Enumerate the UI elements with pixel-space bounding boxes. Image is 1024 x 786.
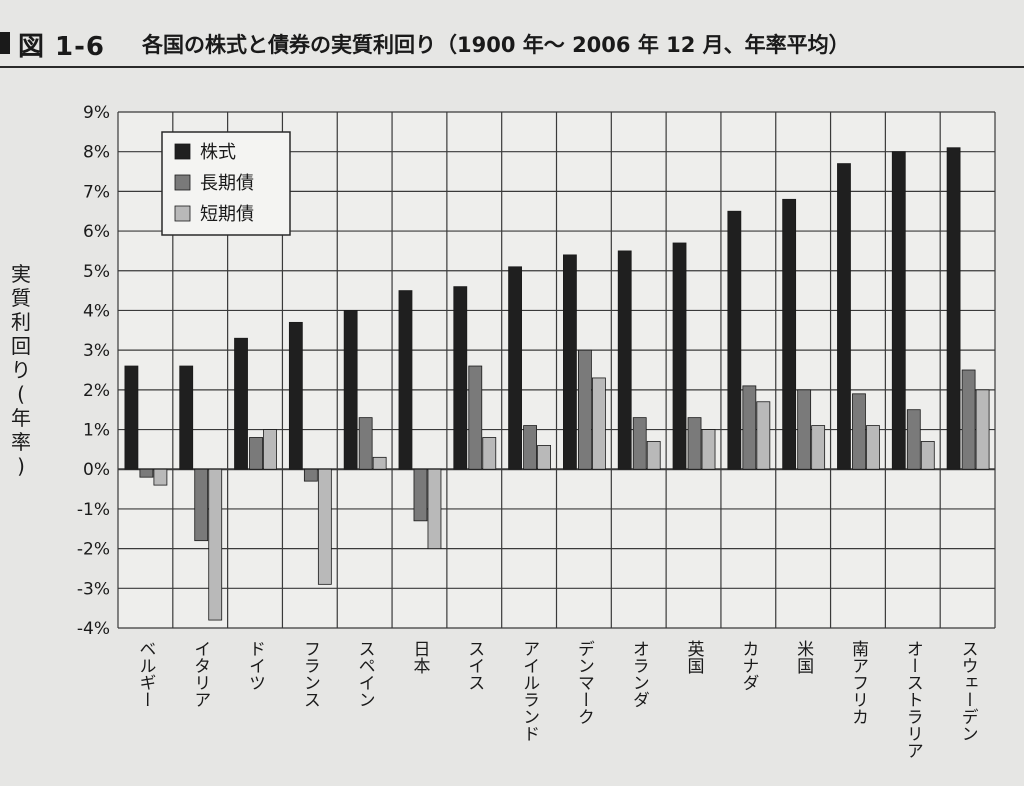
x-tick-label: イタリア — [190, 640, 210, 708]
bar-株式-デンマーク — [563, 254, 577, 470]
bar-長期債-南アフリカ — [852, 393, 866, 470]
bar-長期債-ドイツ — [249, 437, 263, 470]
x-tick-label: 日本 — [409, 640, 430, 674]
x-tick-label: フランス — [300, 640, 320, 708]
figure-header: 図 1-6 各国の株式と債券の実質利回り（1900 年～ 2006 年 12 月… — [0, 0, 1024, 68]
bar-短期債-アイルランド — [537, 445, 551, 470]
bar-長期債-オーストラリア — [906, 409, 921, 470]
bar-長期債-カナダ — [742, 385, 757, 470]
x-tick-label: スイス — [464, 640, 484, 691]
figure-marker — [0, 32, 10, 54]
y-tick-label: -1% — [77, 500, 110, 520]
bar-長期債-英国 — [687, 417, 702, 470]
bar-短期債-ベルギー — [153, 468, 168, 486]
y-tick-label: 5% — [83, 262, 110, 282]
x-tick-label: アイルランド — [519, 640, 539, 742]
bar-株式-スイス — [453, 286, 468, 470]
x-tick-label: スペイン — [355, 640, 375, 708]
bar-株式-ドイツ — [234, 337, 248, 470]
bar-長期債-アイルランド — [523, 425, 537, 470]
y-tick-label: 3% — [83, 341, 110, 361]
bar-短期債-スイス — [482, 437, 497, 470]
legend-label: 株式 — [200, 142, 236, 163]
title-rule — [0, 66, 1024, 68]
x-tick-label: カナダ — [738, 640, 758, 691]
x-tick-label: スウェーデン — [958, 640, 978, 742]
bar-短期債-オランダ — [646, 441, 661, 470]
y-tick-label: 8% — [83, 143, 110, 163]
y-tick-label: 9% — [83, 103, 110, 123]
bar-長期債-デンマーク — [578, 349, 592, 470]
bar-短期債-デンマーク — [592, 377, 606, 470]
bar-株式-アイルランド — [508, 266, 522, 470]
bar-短期債-米国 — [811, 425, 826, 470]
bar-株式-ベルギー — [124, 365, 139, 470]
bar-短期債-スペイン — [372, 456, 387, 470]
y-tick-label: -4% — [77, 619, 110, 639]
legend-swatch-株式 — [174, 143, 191, 160]
y-axis-title: 実質利回り(年率) — [11, 262, 31, 478]
bar-長期債-スウェーデン — [961, 369, 976, 470]
figure-title: 各国の株式と債券の実質利回り（1900 年～ 2006 年 12 月、年率平均） — [142, 33, 850, 57]
y-tick-label: -2% — [77, 540, 110, 560]
y-tick-label: 4% — [83, 301, 110, 321]
bar-短期債-ドイツ — [263, 429, 277, 470]
x-tick-label: ドイツ — [245, 640, 265, 691]
bar-長期債-日本 — [413, 468, 428, 522]
bar-株式-米国 — [782, 198, 797, 470]
bar-短期債-南アフリカ — [866, 425, 880, 470]
bar-株式-フランス — [288, 321, 303, 470]
x-tick-label: 英国 — [684, 640, 705, 674]
y-tick-label: -3% — [77, 579, 110, 599]
bar-短期債-フランス — [317, 468, 332, 585]
bar-短期債-カナダ — [756, 401, 771, 470]
figure-label: 図 1-6 — [18, 32, 106, 62]
bar-長期債-スイス — [468, 365, 483, 470]
bar-長期債-フランス — [303, 468, 318, 482]
y-tick-label: 2% — [83, 381, 110, 401]
bar-株式-イタリア — [179, 365, 194, 470]
y-tick-label: 1% — [83, 421, 110, 441]
bar-株式-カナダ — [727, 210, 742, 470]
x-tick-label: オーストラリア — [903, 640, 923, 759]
legend-swatch-長期債 — [174, 174, 191, 191]
y-tick-label: 7% — [83, 182, 110, 202]
bar-株式-南アフリカ — [837, 163, 851, 470]
bar-短期債-スウェーデン — [975, 389, 990, 470]
bar-株式-スウェーデン — [946, 147, 961, 470]
y-tick-label: 6% — [83, 222, 110, 242]
bar-株式-オランダ — [617, 250, 632, 470]
legend-label: 短期債 — [200, 204, 254, 225]
x-tick-label: ベルギー — [135, 640, 155, 708]
x-tick-label: 南アフリカ — [848, 640, 868, 725]
bar-長期債-オランダ — [632, 417, 647, 470]
x-tick-label: オランダ — [629, 640, 649, 708]
bar-株式-英国 — [672, 242, 687, 470]
legend-swatch-短期債 — [174, 205, 191, 222]
bar-株式-オーストラリア — [891, 151, 906, 470]
bar-株式-日本 — [398, 290, 413, 470]
bar-短期債-英国 — [701, 429, 716, 470]
y-tick-label: 0% — [83, 460, 110, 480]
legend-label: 長期債 — [200, 173, 254, 194]
bar-株式-スペイン — [343, 310, 358, 470]
bar-長期債-イタリア — [194, 468, 209, 542]
bar-短期債-日本 — [427, 468, 442, 550]
bar-長期債-米国 — [797, 389, 812, 470]
x-tick-label: デンマーク — [574, 640, 594, 725]
bar-短期債-イタリア — [208, 468, 223, 621]
bar-長期債-スペイン — [358, 417, 373, 470]
bar-短期債-オーストラリア — [920, 441, 935, 470]
bar-長期債-ベルギー — [139, 468, 154, 478]
x-tick-label: 米国 — [793, 640, 814, 674]
